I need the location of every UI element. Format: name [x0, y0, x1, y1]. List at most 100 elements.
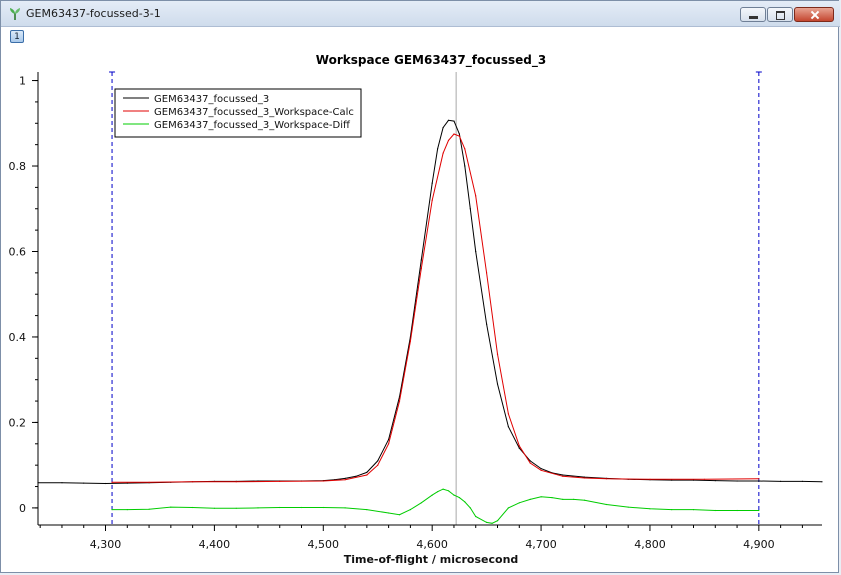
series-2-point: [758, 478, 760, 480]
series-2-point: [344, 479, 346, 481]
series-1-point: [458, 133, 460, 135]
series-3-point: [491, 522, 493, 524]
series-2-point: [518, 445, 520, 447]
series-1-point: [104, 482, 107, 485]
chart-title: Workspace GEM63437_focussed_3: [316, 53, 546, 68]
legend-box: [114, 88, 362, 138]
series-2-point: [486, 272, 488, 274]
series-2-point: [649, 478, 651, 480]
series-3-point: [398, 514, 401, 516]
plant-icon: [10, 8, 20, 20]
series-1-point: [431, 182, 433, 184]
series-3-point: [605, 503, 608, 506]
series-3-point: [409, 509, 411, 511]
series-line-1: [38, 119, 823, 485]
legend[interactable]: GEM63437_focussed_3 GEM63437_focussed_3_W…: [114, 88, 362, 138]
series-1-point: [671, 479, 673, 481]
y-tick-label: 0.2: [9, 416, 27, 429]
series-1-point: [736, 480, 738, 482]
minimize-button[interactable]: [740, 7, 766, 22]
series-1-point: [344, 477, 346, 479]
x-tick-label: 4,400: [199, 538, 231, 551]
series-1-point: [37, 482, 39, 484]
series-2-point: [458, 135, 460, 137]
series-3-point: [257, 507, 259, 509]
series-3-point: [496, 520, 499, 522]
legend-entry: GEM63437_focussed_3_Workspace-Diff: [154, 120, 351, 131]
y-tick-label: 1: [19, 75, 26, 88]
series-line-3: [112, 488, 759, 524]
series-3-point: [366, 509, 368, 511]
series-3-point: [420, 502, 422, 504]
series-3-point: [388, 512, 390, 514]
x-tick-label: 4,300: [90, 538, 122, 551]
series-1-point: [518, 447, 520, 449]
series-2-point: [442, 152, 444, 154]
series-2-point: [562, 475, 564, 477]
series-1-point: [496, 383, 499, 385]
series-1-point: [453, 120, 455, 122]
series-2-point: [409, 340, 411, 342]
series-2-point: [540, 469, 542, 471]
series-2-point: [584, 477, 586, 479]
series-2-point: [366, 474, 368, 476]
series-3-point: [562, 498, 564, 500]
series-3-point: [322, 506, 324, 509]
maximize-button[interactable]: [767, 7, 793, 22]
series-1-point: [437, 148, 439, 150]
series-1-point: [83, 482, 85, 484]
series-3-point: [431, 494, 433, 496]
series-1-point: [562, 474, 564, 476]
series-1-point: [447, 119, 450, 121]
series-3-point: [344, 507, 346, 509]
x-tick-label: 4,700: [525, 538, 557, 551]
series-3-point: [486, 521, 488, 524]
series-3-point: [758, 509, 760, 512]
series-3-point: [507, 507, 509, 509]
series-3-point: [453, 494, 455, 496]
series-3-point: [170, 506, 172, 508]
series-2-point: [453, 133, 455, 135]
series-2-point: [398, 400, 401, 402]
series-1-point: [469, 208, 471, 210]
series-2-point: [322, 480, 324, 482]
series-2-point: [605, 478, 608, 480]
series-3-point: [692, 509, 695, 511]
series-1-point: [464, 165, 466, 167]
title-bar[interactable]: GEM63437-focussed-3-1: [1, 1, 840, 27]
series-3-point: [736, 509, 738, 512]
series-1-point: [388, 438, 390, 441]
series-1-point: [420, 259, 422, 261]
series-1-point: [540, 468, 542, 470]
series-3-point: [475, 515, 477, 518]
series-3-point: [148, 508, 150, 510]
series-3-point: [447, 490, 450, 492]
series-2-point: [496, 353, 499, 355]
series-3-point: [627, 506, 629, 508]
series-2-point: [703, 478, 706, 480]
series-1-point: [355, 475, 357, 477]
series-1-point: [780, 480, 782, 482]
close-button[interactable]: [794, 7, 834, 22]
series-2-point: [235, 481, 237, 483]
series-2-point: [279, 480, 281, 482]
series-1-point: [61, 482, 63, 484]
series-2-point: [431, 199, 433, 201]
series-2-point: [388, 443, 390, 445]
series-1-point: [801, 480, 804, 482]
series-3-point: [279, 506, 281, 509]
legend-entry: GEM63437_focussed_3_Workspace-Calc: [154, 107, 354, 118]
series-1-point: [507, 426, 509, 428]
series-1-point: [377, 460, 379, 462]
series-3-point: [529, 498, 531, 500]
x-tick-label: 4,500: [308, 538, 340, 551]
series-1-point: [366, 471, 368, 473]
series-2-point: [475, 195, 477, 197]
x-tick-label: 4,600: [416, 538, 448, 551]
series-2-point: [111, 481, 113, 483]
series-3-point: [464, 501, 466, 503]
layer-1-button[interactable]: 1: [10, 30, 24, 43]
series-3-point: [300, 506, 303, 509]
series-1-point: [442, 127, 444, 129]
